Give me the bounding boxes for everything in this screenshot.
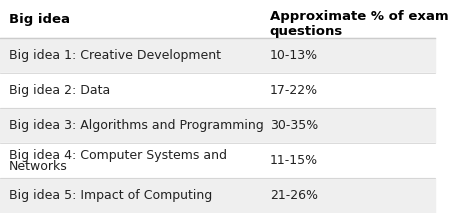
Text: Big idea: Big idea: [9, 13, 70, 26]
Text: Networks: Networks: [9, 160, 67, 173]
Text: Big idea 1: Creative Development: Big idea 1: Creative Development: [9, 49, 221, 62]
Bar: [0, 0, 435, 38]
Bar: [0, 73, 435, 108]
Bar: [0, 143, 435, 178]
Text: 11-15%: 11-15%: [270, 154, 318, 167]
Text: 10-13%: 10-13%: [270, 49, 318, 62]
Text: Big idea 5: Impact of Computing: Big idea 5: Impact of Computing: [9, 189, 212, 202]
Text: Big idea 2: Data: Big idea 2: Data: [9, 84, 110, 97]
Text: Big idea 4: Computer Systems and: Big idea 4: Computer Systems and: [9, 149, 227, 162]
Bar: [0, 38, 435, 73]
Bar: [0, 178, 435, 213]
Text: Approximate % of exam
questions: Approximate % of exam questions: [270, 10, 448, 37]
Text: 21-26%: 21-26%: [270, 189, 318, 202]
Text: Big idea 3: Algorithms and Programming: Big idea 3: Algorithms and Programming: [9, 119, 264, 132]
Text: 17-22%: 17-22%: [270, 84, 318, 97]
Text: 30-35%: 30-35%: [270, 119, 318, 132]
Bar: [0, 108, 435, 143]
